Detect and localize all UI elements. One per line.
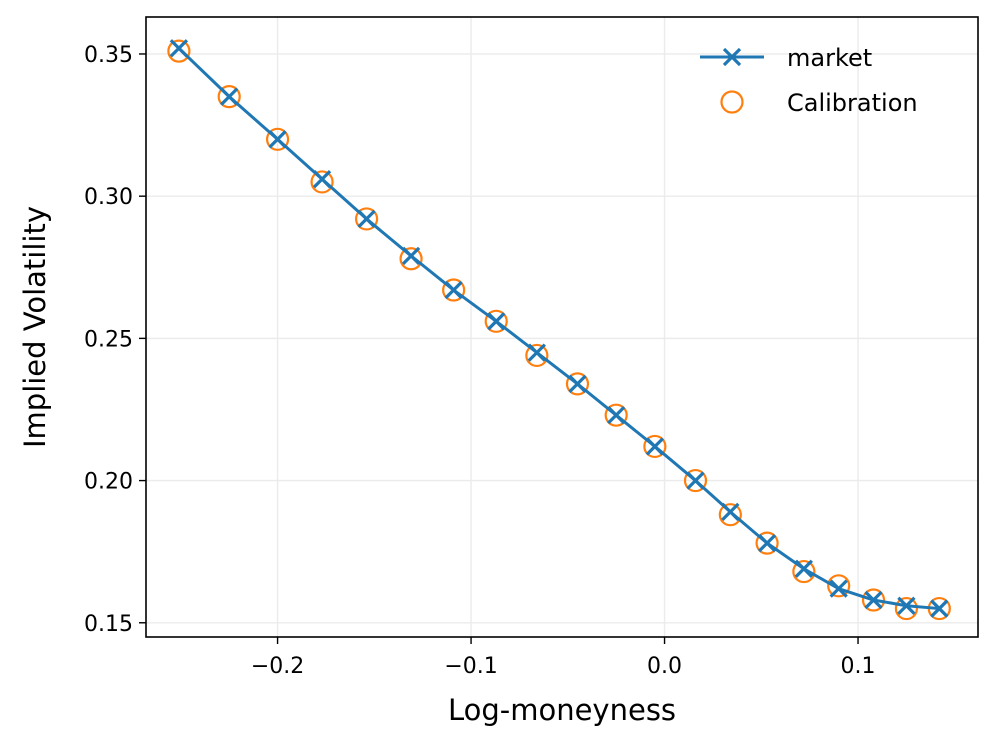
x-tick-label: −0.2	[251, 654, 304, 679]
marker-stroke	[568, 374, 587, 394]
data-point-calibration	[755, 531, 779, 555]
marker-stroke	[169, 39, 189, 58]
data-point-market	[169, 39, 189, 58]
data-point-market	[220, 87, 239, 106]
x-axis-label: Log-moneyness	[448, 693, 676, 727]
legend-marker	[720, 90, 744, 114]
marker-stroke	[930, 599, 949, 618]
data-point-calibration	[310, 170, 334, 194]
data-point-market	[829, 579, 848, 598]
data-point-calibration	[265, 127, 290, 151]
data-point-market	[487, 312, 506, 331]
marker-stroke	[401, 246, 421, 266]
data-point-market	[268, 130, 287, 149]
y-tick-label: 0.35	[84, 43, 133, 68]
marker-stroke	[268, 130, 287, 149]
data-point-calibration	[792, 559, 816, 584]
marker-stroke	[686, 471, 705, 490]
marker-stroke	[864, 590, 883, 610]
x-tick-label: −0.1	[444, 654, 497, 679]
data-point-market	[607, 406, 626, 425]
data-point-calibration	[894, 596, 919, 621]
data-point-market	[401, 246, 421, 266]
marker-stroke	[357, 209, 376, 229]
legend-item-calibration: Calibration	[720, 89, 918, 117]
data-point-market	[357, 209, 376, 229]
series-marks	[167, 39, 951, 621]
data-point-calibration	[399, 247, 423, 271]
data-point-market	[930, 599, 949, 618]
data-point-market	[864, 590, 883, 610]
data-point-calibration	[604, 403, 628, 427]
data-point-calibration	[683, 468, 708, 493]
data-point-market	[645, 437, 665, 456]
y-axis-label: Implied Volatility	[18, 206, 52, 448]
data-point-calibration	[718, 503, 742, 527]
marker-stroke	[897, 596, 916, 615]
marker-stroke	[220, 87, 239, 106]
grid	[146, 17, 978, 637]
data-point-calibration	[643, 434, 667, 459]
data-point-market	[794, 559, 813, 578]
legend-label: market	[787, 44, 872, 72]
data-point-calibration	[354, 207, 379, 231]
marker-stroke	[829, 579, 848, 598]
marker-stroke	[312, 169, 332, 189]
data-point-calibration	[861, 588, 886, 612]
marker-stroke	[444, 280, 463, 300]
x-tick-label: 0.0	[647, 654, 682, 679]
legend-item-market: market	[700, 44, 872, 72]
marker-stroke	[722, 47, 742, 67]
data-point-calibration	[565, 372, 590, 396]
legend-label: Calibration	[787, 89, 918, 117]
data-point-calibration	[167, 39, 191, 63]
data-point-calibration	[442, 278, 466, 302]
x-tick-label: 0.1	[841, 654, 876, 679]
data-point-calibration	[484, 309, 508, 333]
marker-stroke	[794, 559, 813, 578]
marker-stroke	[527, 343, 546, 362]
data-point-market	[312, 169, 332, 189]
marker-stroke	[757, 534, 777, 553]
data-point-calibration	[827, 574, 851, 598]
marker-stroke	[607, 406, 626, 425]
data-point-market	[721, 502, 740, 521]
y-tick-label: 0.15	[84, 612, 133, 637]
marker-stroke	[721, 502, 740, 521]
y-tick-label: 0.20	[84, 470, 133, 495]
marker-stroke	[645, 437, 665, 456]
marker-stroke	[487, 312, 506, 331]
data-point-calibration	[217, 85, 241, 109]
axis-ticks: −0.2 −0.1 0.0 0.1 0.15 0.20 0.25 0.30 0.35	[84, 43, 876, 679]
plot-frame	[145, 16, 979, 638]
data-point-market	[757, 534, 777, 553]
series-line-market	[177, 47, 940, 611]
data-point-market	[686, 471, 705, 490]
y-tick-label: 0.25	[84, 327, 133, 352]
legend-marker	[722, 47, 742, 67]
data-point-market	[527, 343, 546, 362]
data-point-market	[568, 374, 587, 394]
data-point-market	[897, 596, 916, 615]
data-point-calibration	[525, 343, 549, 368]
y-tick-label: 0.30	[84, 185, 133, 210]
data-point-market	[444, 280, 463, 300]
legend: market Calibration	[700, 44, 918, 117]
